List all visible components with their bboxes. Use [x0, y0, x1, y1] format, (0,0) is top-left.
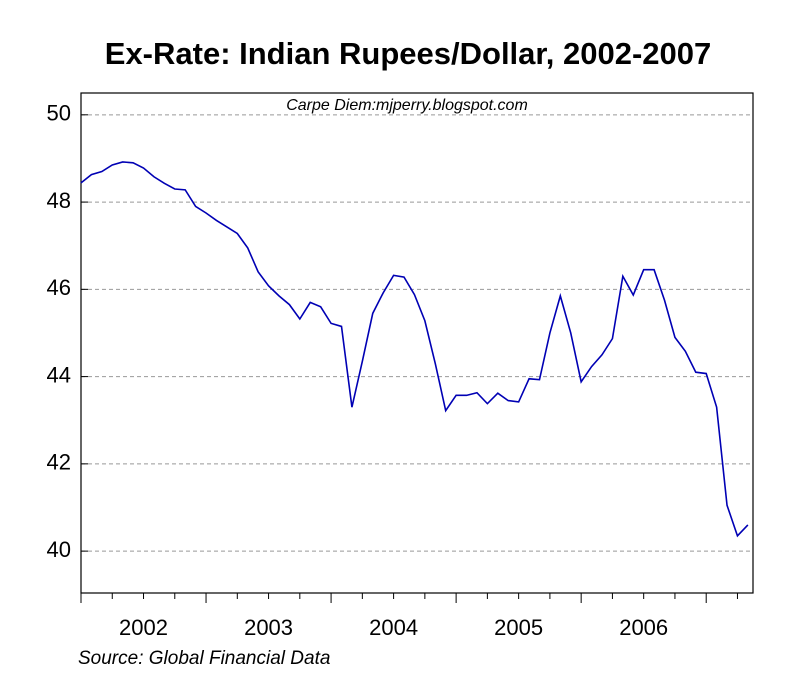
y-tick-label: 44 — [47, 362, 71, 387]
x-tick-label: 2006 — [619, 615, 668, 640]
chart-subtitle: Carpe Diem:mjperry.blogspot.com — [286, 97, 528, 114]
x-tick-label: 2005 — [494, 615, 543, 640]
x-tick-label: 2002 — [119, 615, 168, 640]
y-tick-label: 46 — [47, 275, 71, 300]
plot-frame — [80, 92, 754, 594]
source-note: Source: Global Financial Data — [78, 648, 330, 669]
y-tick-label: 42 — [47, 450, 71, 475]
y-tick-label: 48 — [47, 188, 71, 213]
x-tick-label: 2003 — [244, 615, 293, 640]
y-tick-label: 50 — [47, 101, 71, 126]
y-tick-label: 40 — [47, 537, 71, 562]
data-line — [80, 161, 749, 538]
x-tick-label: 2004 — [369, 615, 418, 640]
chart-title: Ex-Rate: Indian Rupees/Dollar, 2002-2007 — [105, 36, 711, 71]
